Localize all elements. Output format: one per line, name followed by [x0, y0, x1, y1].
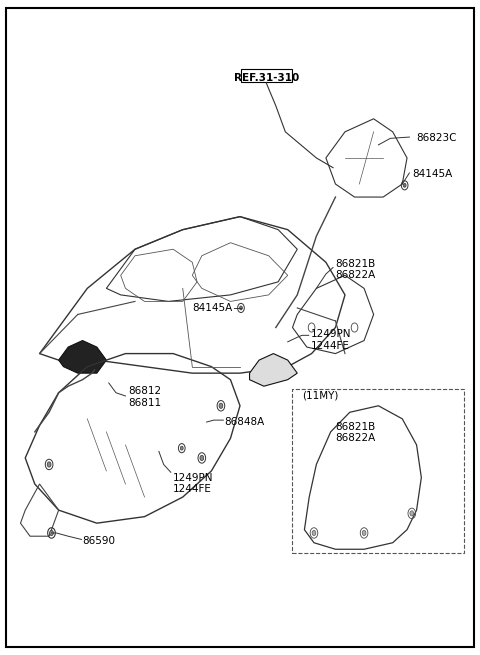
- Circle shape: [403, 183, 406, 187]
- Circle shape: [362, 531, 366, 536]
- Bar: [241, 69, 292, 82]
- Text: 1249PN: 1249PN: [173, 472, 214, 483]
- Circle shape: [180, 446, 183, 450]
- Text: 1244FE: 1244FE: [173, 484, 212, 495]
- Text: 84145A: 84145A: [192, 303, 233, 313]
- Text: 1244FE: 1244FE: [311, 341, 349, 351]
- Circle shape: [200, 455, 204, 460]
- Circle shape: [410, 511, 414, 516]
- Text: REF.31-310: REF.31-310: [234, 73, 299, 83]
- Text: 86811: 86811: [128, 398, 161, 408]
- Polygon shape: [59, 341, 107, 373]
- Text: 86822A: 86822A: [336, 434, 376, 443]
- Bar: [292, 390, 464, 553]
- Text: 86812: 86812: [128, 386, 161, 396]
- Circle shape: [240, 306, 242, 310]
- Text: 1249PN: 1249PN: [311, 329, 351, 339]
- Text: 84145A: 84145A: [412, 169, 452, 179]
- Circle shape: [49, 531, 53, 536]
- Circle shape: [219, 403, 223, 408]
- Text: 86848A: 86848A: [225, 417, 265, 427]
- Text: 86821B: 86821B: [336, 259, 376, 269]
- Text: (11MY): (11MY): [302, 391, 338, 401]
- Text: 86821B: 86821B: [336, 422, 376, 432]
- Polygon shape: [250, 354, 297, 386]
- Text: 86590: 86590: [83, 536, 116, 546]
- Circle shape: [47, 462, 51, 467]
- Text: 86823C: 86823C: [417, 134, 457, 143]
- Text: 86822A: 86822A: [336, 271, 376, 280]
- Circle shape: [312, 531, 316, 536]
